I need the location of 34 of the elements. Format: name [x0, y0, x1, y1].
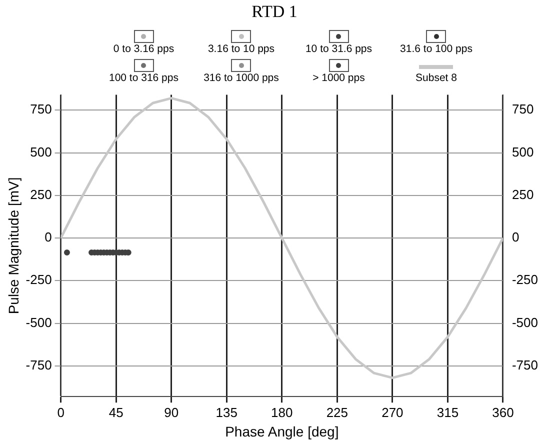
x-axis-title: Phase Angle [deg]: [225, 423, 339, 440]
x-tick-label: 45: [108, 404, 124, 420]
x-tick-label: 315: [436, 404, 459, 420]
chart-title: RTD 1: [250, 2, 298, 22]
x-tick-label: 135: [216, 404, 238, 420]
y-tick-label: 750: [30, 102, 52, 117]
x-tick-label: 0: [57, 404, 64, 420]
y-tick-label: -250: [26, 272, 52, 288]
y-tick-label: 500: [30, 144, 52, 160]
legend-label: 100 to 316 pps: [109, 72, 178, 84]
x-tick-label: 270: [382, 404, 404, 420]
y-tick-label: -750: [26, 357, 52, 372]
legend-label: > 1000 pps: [312, 72, 365, 84]
x-tick-label: 90: [164, 404, 179, 420]
y2-tick-label: 0: [512, 230, 520, 245]
y2-tick-label: 750: [512, 102, 534, 117]
legend-label: 10 to 31.6 pps: [305, 43, 372, 55]
legend-label: Subset 8: [416, 72, 457, 84]
legend-label: 316 to 1000 pps: [204, 72, 279, 84]
legend-label: 31.6 to 100 pps: [400, 43, 472, 55]
x-tick-label: 180: [271, 404, 293, 420]
legend-label: 3.16 to 10 pps: [208, 43, 275, 55]
y-tick-label: -500: [26, 314, 52, 330]
y2-tick-label: 250: [512, 186, 534, 202]
y-axis-title: Pulse Magnitude [mV]: [5, 177, 22, 314]
y2-tick-label: -750: [512, 357, 538, 372]
x-tick-label: 360: [492, 404, 514, 420]
y-tick-label: 0: [44, 230, 52, 245]
y2-tick-label: 500: [512, 144, 534, 160]
legend-label: 0 to 3.16 pps: [113, 43, 174, 55]
y2-tick-label: -250: [512, 272, 538, 288]
x-tick-label: 225: [326, 404, 348, 420]
y-tick-label: 250: [30, 186, 52, 202]
y2-tick-label: -500: [512, 314, 538, 330]
